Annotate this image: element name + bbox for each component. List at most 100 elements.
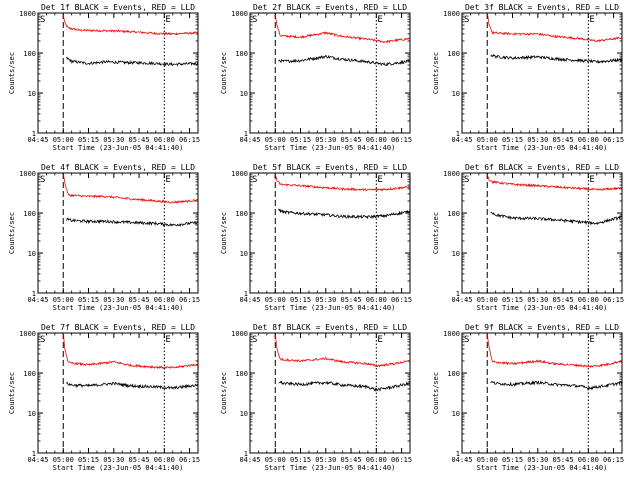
axes-frame xyxy=(249,172,411,294)
lld-series-line xyxy=(274,173,410,192)
events-series-line xyxy=(490,380,622,391)
events-series-line xyxy=(278,54,410,67)
y-tick-label: 100 xyxy=(23,210,36,218)
x-axis-label: Start Time (23-Jun-05 04:41:40) xyxy=(265,144,396,152)
y-axis-label: Counts/sec xyxy=(432,212,440,254)
x-axis-label: Start Time (23-Jun-05 04:41:40) xyxy=(265,304,396,312)
y-tick-label: 1 xyxy=(32,290,36,298)
start-marker-label: S xyxy=(252,335,257,345)
x-tick-label: 04:45 xyxy=(451,456,472,464)
y-tick-label: 10 xyxy=(240,250,248,258)
x-tick-label: 06:15 xyxy=(179,296,200,304)
y-tick-label: 10 xyxy=(452,410,460,418)
end-marker-label: E xyxy=(589,335,594,345)
y-axis-label: Counts/sec xyxy=(432,372,440,414)
events-series-line xyxy=(490,211,622,226)
panel-title: Det 7f BLACK = Events, RED = LLD xyxy=(41,323,195,332)
x-tick-label: 05:15 xyxy=(502,296,523,304)
events-series-line xyxy=(66,56,198,67)
x-tick-label: 05:15 xyxy=(78,296,99,304)
x-tick-label: 06:00 xyxy=(578,456,599,464)
x-tick-label: 04:45 xyxy=(451,296,472,304)
x-tick-label: 05:15 xyxy=(502,456,523,464)
y-tick-label: 10 xyxy=(28,250,36,258)
y-axis-label: Counts/sec xyxy=(220,52,228,94)
x-tick-label: 06:15 xyxy=(603,136,624,144)
y-tick-label: 10 xyxy=(452,250,460,258)
y-tick-label: 1000 xyxy=(443,170,460,178)
y-tick-label: 10 xyxy=(240,410,248,418)
y-tick-label: 100 xyxy=(235,370,248,378)
y-tick-label: 1 xyxy=(456,290,460,298)
y-tick-label: 1 xyxy=(456,450,460,458)
axes-frame xyxy=(37,172,199,294)
events-series-line xyxy=(66,217,198,227)
panel-2: Det 2f BLACK = Events, RED = LLD 1 10 100 10… xyxy=(220,3,412,152)
y-tick-label: 100 xyxy=(447,370,460,378)
x-tick-label: 05:15 xyxy=(502,136,523,144)
y-tick-label: 10 xyxy=(240,90,248,98)
x-tick-label: 05:00 xyxy=(53,136,74,144)
panel-title: Det 6f BLACK = Events, RED = LLD xyxy=(465,163,619,172)
x-tick-label: 05:45 xyxy=(553,136,574,144)
x-tick-label: 06:00 xyxy=(366,456,387,464)
x-tick-label: 05:00 xyxy=(477,456,498,464)
end-marker-label: E xyxy=(165,175,170,185)
x-tick-label: 06:15 xyxy=(391,296,412,304)
x-tick-label: 05:45 xyxy=(341,136,362,144)
y-tick-label: 1000 xyxy=(443,330,460,338)
y-axis-label: Counts/sec xyxy=(220,212,228,254)
lld-series-line xyxy=(274,14,411,44)
x-tick-label: 05:00 xyxy=(53,296,74,304)
axes-frame xyxy=(37,332,199,454)
x-axis-label: Start Time (23-Jun-05 04:41:40) xyxy=(53,464,184,472)
lld-series-line xyxy=(486,333,623,369)
panel-title: Det 5f BLACK = Events, RED = LLD xyxy=(253,163,407,172)
x-tick-label: 05:45 xyxy=(341,456,362,464)
end-marker-label: E xyxy=(165,335,170,345)
lld-series-line xyxy=(274,334,411,368)
x-tick-label: 06:00 xyxy=(578,296,599,304)
y-tick-label: 10 xyxy=(452,90,460,98)
x-tick-label: 04:45 xyxy=(451,136,472,144)
panel-9: Det 9f BLACK = Events, RED = LLD 1 10 100 10… xyxy=(432,323,624,472)
y-axis-label: Counts/sec xyxy=(220,372,228,414)
x-tick-label: 05:15 xyxy=(78,136,99,144)
panel-5: Det 5f BLACK = Events, RED = LLD 1 10 100 10… xyxy=(220,163,412,312)
y-tick-label: 1 xyxy=(244,290,248,298)
y-axis-label: Counts/sec xyxy=(8,52,16,94)
x-tick-label: 05:00 xyxy=(477,136,498,144)
y-tick-label: 100 xyxy=(235,210,248,218)
y-tick-label: 1000 xyxy=(443,10,460,18)
panel-title: Det 8f BLACK = Events, RED = LLD xyxy=(253,323,407,332)
x-tick-label: 05:30 xyxy=(103,456,124,464)
start-marker-label: S xyxy=(464,335,469,345)
lld-series-line xyxy=(486,13,623,43)
lld-series-line xyxy=(62,333,199,370)
x-tick-label: 05:45 xyxy=(341,296,362,304)
x-tick-label: 05:15 xyxy=(290,456,311,464)
panel-title: Det 2f BLACK = Events, RED = LLD xyxy=(253,3,407,12)
y-tick-label: 100 xyxy=(23,370,36,378)
x-tick-label: 04:45 xyxy=(239,456,260,464)
panel-title: Det 1f BLACK = Events, RED = LLD xyxy=(41,3,195,12)
x-tick-label: 06:00 xyxy=(366,296,387,304)
y-tick-label: 1 xyxy=(32,130,36,138)
end-marker-label: E xyxy=(377,15,382,25)
x-tick-label: 05:30 xyxy=(103,296,124,304)
panel-4: Det 4f BLACK = Events, RED = LLD 1 10 100 10… xyxy=(8,163,200,312)
events-series-line xyxy=(278,208,410,220)
x-tick-label: 04:45 xyxy=(239,296,260,304)
events-series-line xyxy=(66,381,198,390)
y-tick-label: 100 xyxy=(447,210,460,218)
y-tick-label: 1 xyxy=(244,450,248,458)
x-tick-label: 05:15 xyxy=(290,296,311,304)
start-marker-label: S xyxy=(40,15,45,25)
panel-6: Det 6f BLACK = Events, RED = LLD 1 10 100 10… xyxy=(432,163,624,312)
events-series-line xyxy=(278,380,410,393)
end-marker-label: E xyxy=(377,175,382,185)
x-tick-label: 04:45 xyxy=(27,456,48,464)
axes-frame xyxy=(37,12,199,134)
events-series-line xyxy=(490,53,622,64)
